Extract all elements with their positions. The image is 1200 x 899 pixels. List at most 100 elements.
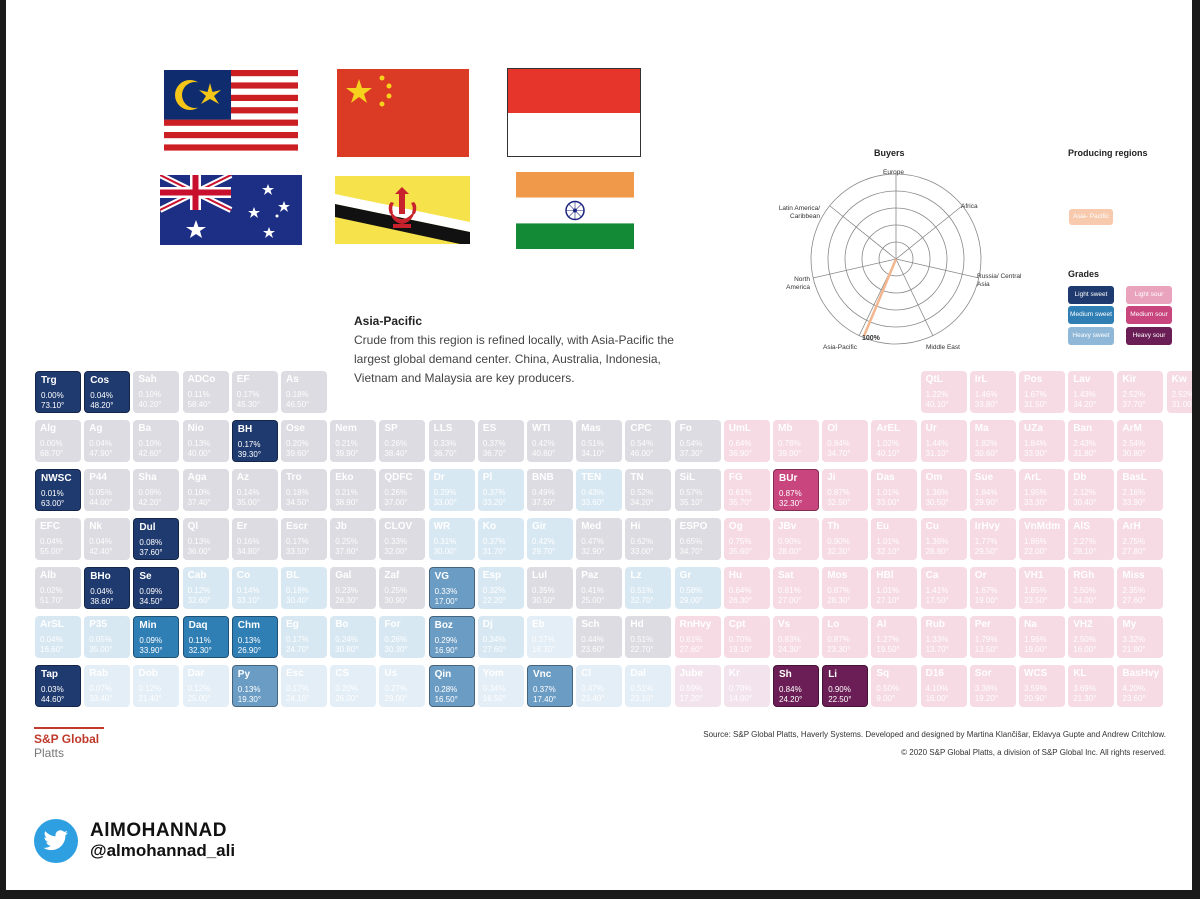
crude-grade-cell-om[interactable]: Om 1.36% 30.50° xyxy=(920,469,967,511)
crude-grade-cell-bo[interactable]: Bo 0.24% 30.80° xyxy=(330,616,377,658)
crude-grade-cell-espo[interactable]: ESPO 0.65% 34.70° xyxy=(674,518,721,560)
crude-grade-cell-bashvy[interactable]: BasHvy 4.20% 23.60° xyxy=(1117,665,1164,707)
crude-grade-cell-lul[interactable]: Lul 0.35% 30.50° xyxy=(527,567,573,609)
crude-grade-cell-kw[interactable]: Kw 2.52%31.00° xyxy=(1166,371,1192,413)
crude-grade-cell-vh1[interactable]: VH1 1.85% 23.50° xyxy=(1019,567,1065,609)
crude-grade-cell-qin[interactable]: Qin 0.28% 16.50° xyxy=(428,665,475,707)
crude-grade-cell-og[interactable]: Og 0.75% 35.60° xyxy=(723,518,770,560)
crude-grade-cell-p35[interactable]: P35 0.05% 35.00° xyxy=(84,616,131,658)
crude-grade-cell-bnb[interactable]: BNB 0.49% 37.50° xyxy=(527,469,573,511)
crude-grade-cell-pl[interactable]: Pl 0.37% 33.20° xyxy=(477,469,524,511)
crude-grade-cell-wr[interactable]: WR 0.31% 30.00° xyxy=(428,518,475,560)
crude-grade-cell-nio[interactable]: Nio 0.13% 40.00° xyxy=(182,420,229,462)
crude-grade-cell-dal[interactable]: Dal 0.51% 23.10° xyxy=(625,665,672,707)
crude-grade-cell-alg[interactable]: Alg 0.00% 68.70° xyxy=(35,420,81,462)
crude-grade-cell-hu[interactable]: Hu 0.64% 26.30° xyxy=(723,567,770,609)
crude-grade-cell-qtl[interactable]: QtL 1.22% 40.10° xyxy=(920,371,967,413)
crude-grade-cell-yom[interactable]: Yom 0.34% 16.50° xyxy=(477,665,524,707)
crude-grade-cell-kir[interactable]: Kir 2.52% 37.70° xyxy=(1117,371,1164,413)
crude-grade-cell-alb[interactable]: Alb 0.02% 51.70° xyxy=(35,567,81,609)
crude-grade-cell-lz[interactable]: Lz 0.51% 32.70° xyxy=(625,567,672,609)
crude-grade-cell-az[interactable]: Az 0.14% 35.00° xyxy=(231,469,278,511)
crude-grade-cell-vg[interactable]: VG 0.33% 17.00° xyxy=(428,567,475,609)
crude-grade-cell-min[interactable]: Min 0.09% 33.90° xyxy=(133,616,180,658)
crude-grade-cell-escr[interactable]: Escr 0.17% 33.50° xyxy=(281,518,327,560)
crude-grade-cell-eb[interactable]: Eb 0.37% 18.30° xyxy=(527,616,573,658)
crude-grade-cell-vnmdm[interactable]: VnMdm 1.86% 22.00° xyxy=(1019,518,1065,560)
crude-grade-cell-dul[interactable]: Dul 0.08% 37.60° xyxy=(133,518,180,560)
crude-grade-cell-ban[interactable]: Ban 2.43% 31.80° xyxy=(1068,420,1115,462)
crude-grade-cell-pos[interactable]: Pos 1.67% 31.50° xyxy=(1019,371,1065,413)
crude-grade-cell-dj[interactable]: Dj 0.34% 27.60° xyxy=(477,616,524,658)
crude-grade-cell-or[interactable]: Or 1.67% 19.00° xyxy=(969,567,1016,609)
crude-grade-cell-sil[interactable]: SiL 0.57% 35.10° xyxy=(674,469,721,511)
crude-grade-cell-arel[interactable]: ArEL 1.02% 40.10° xyxy=(871,420,918,462)
crude-grade-cell-uml[interactable]: UmL 0.64% 36.90° xyxy=(723,420,770,462)
crude-grade-cell-ef[interactable]: EF 0.17% 45.30° xyxy=(231,371,278,413)
crude-grade-cell-tn[interactable]: TN 0.52% 34.20° xyxy=(625,469,672,511)
crude-grade-cell-sq[interactable]: Sq 0.50% 9.00° xyxy=(871,665,918,707)
crude-grade-cell-bl[interactable]: BL 0.18% 30.40° xyxy=(281,567,327,609)
crude-grade-cell-er[interactable]: Er 0.16% 34.80° xyxy=(231,518,278,560)
crude-grade-cell-ag[interactable]: Ag 0.04% 47.90° xyxy=(84,420,131,462)
crude-grade-cell-als[interactable]: AlS 2.27% 28.10° xyxy=(1068,518,1115,560)
crude-grade-cell-rnhvy[interactable]: RnHvy 0.61% 27.60° xyxy=(674,616,721,658)
crude-grade-cell-co[interactable]: Co 0.14% 33.10° xyxy=(231,567,278,609)
crude-grade-cell-sha[interactable]: Sha 0.09% 42.20° xyxy=(133,469,180,511)
crude-grade-cell-irhvy[interactable]: IrHvy 1.77% 29.50° xyxy=(969,518,1016,560)
crude-grade-cell-ma[interactable]: Ma 1.82% 30.60° xyxy=(969,420,1016,462)
crude-grade-cell-lls[interactable]: LLS 0.33% 36.70° xyxy=(428,420,475,462)
crude-grade-cell-aga[interactable]: Aga 0.10% 37.40° xyxy=(182,469,229,511)
crude-grade-cell-efc[interactable]: EFC 0.04% 55.00° xyxy=(35,518,81,560)
crude-grade-cell-as[interactable]: As 0.18% 46.50° xyxy=(281,371,327,413)
crude-grade-cell-sh[interactable]: Sh 0.84% 24.20° xyxy=(773,665,819,707)
crude-grade-cell-hi[interactable]: Hi 0.62% 33.00° xyxy=(625,518,672,560)
crude-grade-cell-tap[interactable]: Tap 0.03% 44.60° xyxy=(35,665,81,707)
crude-grade-cell-miss[interactable]: Miss 2.35% 27.60° xyxy=(1117,567,1164,609)
crude-grade-cell-ql[interactable]: Ql 0.13% 36.00° xyxy=(182,518,229,560)
crude-grade-cell-per[interactable]: Per 1.79% 13.50° xyxy=(969,616,1016,658)
crude-grade-cell-bho[interactable]: BHo 0.04% 38.60° xyxy=(84,567,131,609)
crude-grade-cell-cl[interactable]: Cl 0.47% 23.40° xyxy=(576,665,623,707)
crude-grade-cell-vh2[interactable]: VH2 2.50% 16.00° xyxy=(1068,616,1115,658)
crude-grade-cell-das[interactable]: Das 1.01% 33.00° xyxy=(871,469,918,511)
crude-grade-cell-nwsc[interactable]: NWSC 0.01% 63.00° xyxy=(35,469,81,511)
crude-grade-cell-hd[interactable]: Hd 0.51% 22.70° xyxy=(625,616,672,658)
crude-grade-cell-ba[interactable]: Ba 0.10% 42.60° xyxy=(133,420,180,462)
crude-grade-cell-ko[interactable]: Ko 0.37% 31.70° xyxy=(477,518,524,560)
crude-grade-cell-gal[interactable]: Gal 0.23% 28.30° xyxy=(330,567,377,609)
crude-grade-cell-ol[interactable]: Ol 0.84% 34.70° xyxy=(822,420,869,462)
crude-grade-cell-nem[interactable]: Nem 0.21% 39.90° xyxy=(330,420,377,462)
crude-grade-cell-mb[interactable]: Mb 0.78% 39.00° xyxy=(773,420,819,462)
crude-grade-cell-hbl[interactable]: HBl 1.01% 27.10° xyxy=(871,567,918,609)
crude-grade-cell-wcs[interactable]: WCS 3.59% 20.90° xyxy=(1019,665,1065,707)
crude-grade-cell-clov[interactable]: CLOV 0.33% 32.00° xyxy=(379,518,426,560)
crude-grade-cell-fo[interactable]: Fo 0.54% 37.30° xyxy=(674,420,721,462)
crude-grade-cell-arl[interactable]: ArL 1.95% 33.30° xyxy=(1019,469,1065,511)
crude-grade-cell-esp[interactable]: Esp 0.32% 22.20° xyxy=(477,567,524,609)
crude-grade-cell-lo[interactable]: Lo 0.87% 23.30° xyxy=(822,616,869,658)
crude-grade-cell-arm[interactable]: ArM 2.54% 30.80° xyxy=(1117,420,1164,462)
crude-grade-cell-sat[interactable]: Sat 0.81% 27.00° xyxy=(773,567,819,609)
crude-grade-cell-tro[interactable]: Tro 0.18% 34.50° xyxy=(281,469,327,511)
crude-grade-cell-rab[interactable]: Rab 0.07% 33.40° xyxy=(84,665,131,707)
crude-grade-cell-med[interactable]: Med 0.47% 32.90° xyxy=(576,518,623,560)
crude-grade-cell-wti[interactable]: WTI 0.42% 40.80° xyxy=(527,420,573,462)
crude-grade-cell-ji[interactable]: Ji 0.87% 32.50° xyxy=(822,469,869,511)
crude-grade-cell-adco[interactable]: ADCo 0.11% 58.40° xyxy=(182,371,229,413)
crude-grade-cell-my[interactable]: My 3.32% 21.90° xyxy=(1117,616,1164,658)
crude-grade-cell-rgh[interactable]: RGh 2.50% 24.00° xyxy=(1068,567,1115,609)
crude-grade-cell-kl[interactable]: KL 3.69% 21.30° xyxy=(1068,665,1115,707)
crude-grade-cell-gir[interactable]: Gir 0.42% 29.70° xyxy=(527,518,573,560)
crude-grade-cell-db[interactable]: Db 2.12% 30.40° xyxy=(1068,469,1115,511)
crude-grade-cell-vnc[interactable]: Vnc 0.37% 17.40° xyxy=(527,665,573,707)
crude-grade-cell-qdfc[interactable]: QDFC 0.26% 37.00° xyxy=(379,469,426,511)
crude-grade-cell-eko[interactable]: Eko 0.21% 38.90° xyxy=(330,469,377,511)
crude-grade-cell-trg[interactable]: Trg 0.00% 73.10° xyxy=(35,371,81,413)
crude-grade-cell-li[interactable]: Li 0.90% 22.50° xyxy=(822,665,869,707)
crude-grade-cell-ur[interactable]: Ur 1.44% 31.10° xyxy=(920,420,967,462)
crude-grade-cell-arsl[interactable]: ArSL 0.04% 16.60° xyxy=(35,616,81,658)
crude-grade-cell-jb[interactable]: Jb 0.25% 37.60° xyxy=(330,518,377,560)
crude-grade-cell-arh[interactable]: ArH 2.75% 27.80° xyxy=(1117,518,1164,560)
crude-grade-cell-bur[interactable]: BUr 0.87% 32.30° xyxy=(773,469,819,511)
